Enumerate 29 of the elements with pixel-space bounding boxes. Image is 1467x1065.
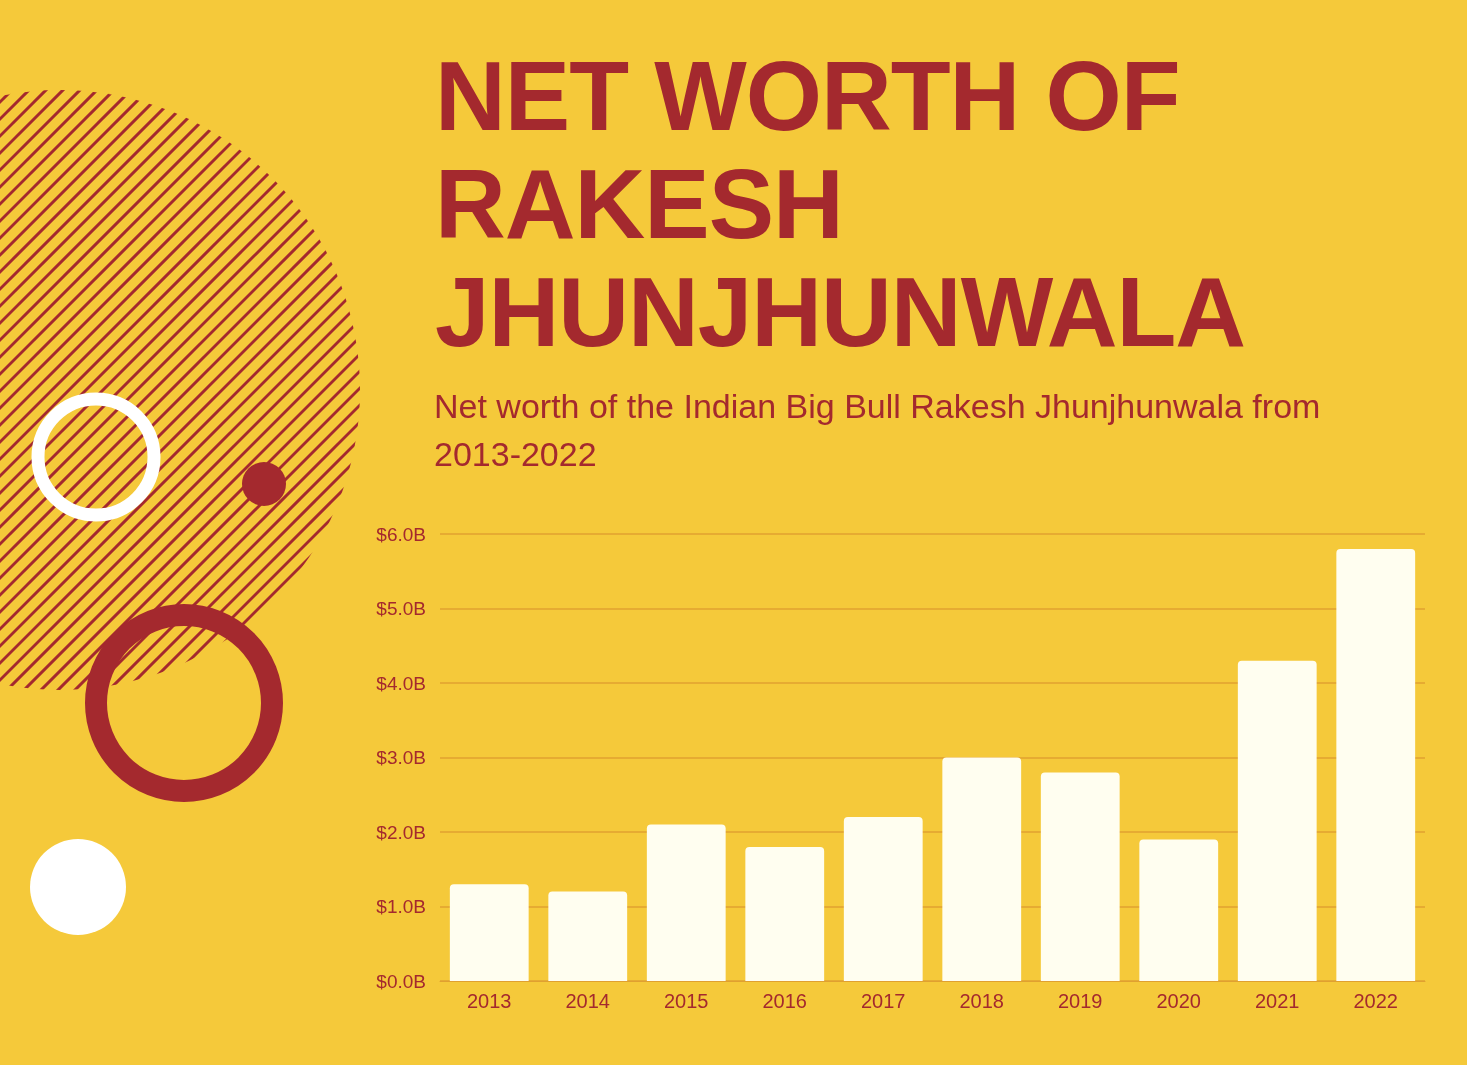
x-tick-label: 2015 [664, 990, 709, 1012]
bar [843, 817, 923, 981]
x-tick-label: 2018 [959, 990, 1004, 1012]
bar [1139, 839, 1219, 981]
chart-subtitle: Net worth of the Indian Big Bull Rakesh Jhunjhunwala from 2013-2022 [434, 386, 1322, 475]
bar [1237, 660, 1317, 981]
bar [449, 884, 529, 981]
x-tick-label: 2020 [1156, 990, 1201, 1012]
x-tick-label: 2019 [1058, 990, 1103, 1012]
x-tick-label: 2022 [1353, 990, 1398, 1012]
bar [1336, 548, 1416, 981]
x-tick-label: 2017 [861, 990, 906, 1012]
bar [548, 891, 628, 981]
y-tick-label: $4.0B [376, 672, 426, 694]
y-tick-label: $0.0B [376, 970, 426, 992]
y-tick-label: $5.0B [376, 598, 426, 619]
x-tick-label: 2016 [762, 990, 807, 1012]
x-tick-label: 2021 [1255, 990, 1300, 1012]
bar [942, 757, 1022, 981]
bar [745, 846, 825, 981]
x-tick-label: 2013 [467, 990, 512, 1012]
x-tick-label: 2014 [565, 990, 610, 1012]
bar [1040, 772, 1120, 981]
chart-title: NET WORTH OF RAKESH JHUNJHUNWALA [435, 41, 1247, 367]
bar [646, 824, 726, 981]
y-tick-label: $3.0B [376, 747, 426, 768]
y-tick-label: $2.0B [376, 821, 426, 843]
y-tick-label: $1.0B [376, 896, 426, 917]
y-tick-label: $6.0B [376, 523, 426, 545]
